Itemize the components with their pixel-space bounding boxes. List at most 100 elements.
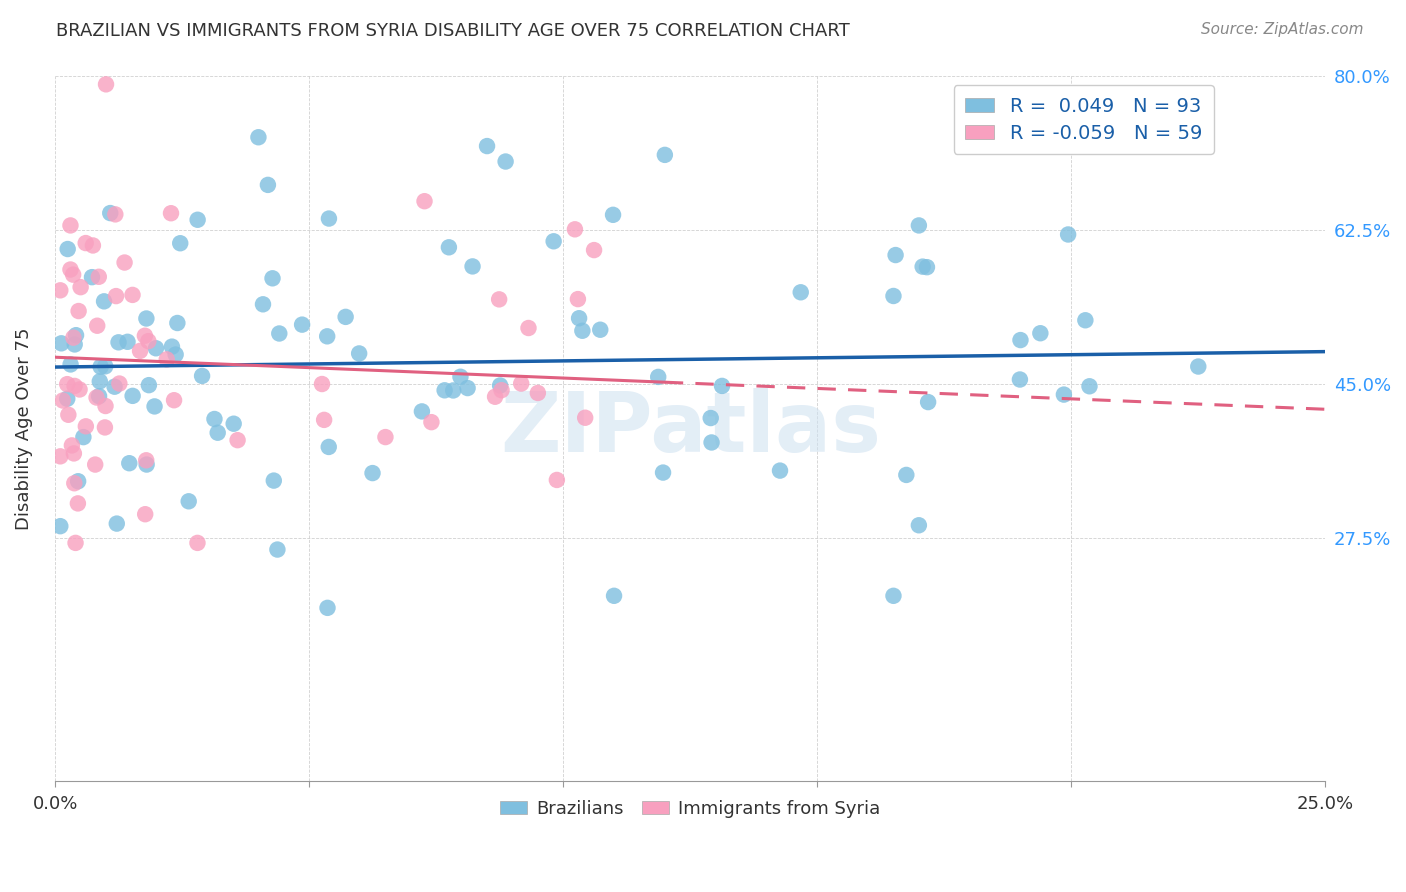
Point bbox=[252, 297, 274, 311]
Point bbox=[63, 446, 86, 460]
Point bbox=[1057, 227, 1080, 242]
Point bbox=[72, 430, 94, 444]
Point bbox=[62, 331, 84, 345]
Point bbox=[49, 450, 72, 464]
Point bbox=[103, 380, 125, 394]
Point bbox=[104, 207, 127, 221]
Point bbox=[86, 318, 108, 333]
Point bbox=[56, 242, 79, 256]
Point bbox=[222, 417, 245, 431]
Point bbox=[441, 384, 464, 398]
Point bbox=[191, 368, 214, 383]
Point bbox=[49, 283, 72, 297]
Point bbox=[291, 318, 314, 332]
Point bbox=[316, 600, 339, 615]
Point bbox=[94, 420, 117, 434]
Point bbox=[1078, 379, 1101, 393]
Point bbox=[437, 240, 460, 254]
Point bbox=[87, 269, 110, 284]
Point bbox=[52, 393, 75, 408]
Legend: Brazilians, Immigrants from Syria: Brazilians, Immigrants from Syria bbox=[494, 792, 887, 825]
Point bbox=[66, 496, 89, 510]
Point bbox=[56, 377, 79, 392]
Point bbox=[1008, 372, 1031, 386]
Point bbox=[247, 130, 270, 145]
Point bbox=[121, 288, 143, 302]
Point bbox=[82, 238, 104, 252]
Point bbox=[135, 311, 157, 326]
Point bbox=[567, 292, 589, 306]
Point bbox=[1074, 313, 1097, 327]
Point bbox=[87, 389, 110, 403]
Point bbox=[420, 415, 443, 429]
Point bbox=[882, 589, 904, 603]
Point bbox=[491, 383, 513, 397]
Point bbox=[603, 589, 626, 603]
Point bbox=[165, 347, 187, 361]
Point bbox=[84, 458, 107, 472]
Point bbox=[187, 212, 209, 227]
Point bbox=[60, 438, 83, 452]
Point bbox=[98, 206, 121, 220]
Point bbox=[564, 222, 586, 236]
Point bbox=[93, 294, 115, 309]
Point bbox=[574, 410, 596, 425]
Point bbox=[207, 425, 229, 440]
Point bbox=[510, 376, 533, 391]
Point bbox=[135, 458, 157, 472]
Point bbox=[62, 268, 84, 282]
Point bbox=[134, 507, 156, 521]
Point bbox=[896, 467, 918, 482]
Point bbox=[461, 260, 484, 274]
Point bbox=[107, 335, 129, 350]
Point bbox=[484, 390, 506, 404]
Point bbox=[790, 285, 813, 300]
Point bbox=[647, 370, 669, 384]
Point bbox=[699, 411, 721, 425]
Point bbox=[105, 516, 128, 531]
Point bbox=[94, 399, 117, 413]
Point bbox=[546, 473, 568, 487]
Point bbox=[56, 392, 79, 406]
Point bbox=[917, 395, 939, 409]
Point bbox=[654, 148, 676, 162]
Point bbox=[318, 211, 340, 226]
Point bbox=[489, 378, 512, 392]
Point bbox=[177, 494, 200, 508]
Point bbox=[602, 208, 624, 222]
Point bbox=[160, 206, 183, 220]
Point bbox=[63, 476, 86, 491]
Point bbox=[94, 78, 117, 92]
Point bbox=[449, 369, 471, 384]
Point bbox=[105, 289, 128, 303]
Point bbox=[69, 280, 91, 294]
Point bbox=[711, 379, 734, 393]
Point bbox=[571, 324, 593, 338]
Text: BRAZILIAN VS IMMIGRANTS FROM SYRIA DISABILITY AGE OVER 75 CORRELATION CHART: BRAZILIAN VS IMMIGRANTS FROM SYRIA DISAB… bbox=[56, 22, 851, 40]
Point bbox=[311, 377, 333, 392]
Point bbox=[884, 248, 907, 262]
Point bbox=[700, 435, 723, 450]
Text: Source: ZipAtlas.com: Source: ZipAtlas.com bbox=[1201, 22, 1364, 37]
Point bbox=[186, 536, 208, 550]
Point bbox=[114, 255, 136, 269]
Point bbox=[49, 519, 72, 533]
Point bbox=[51, 336, 73, 351]
Point bbox=[411, 404, 433, 418]
Point bbox=[138, 378, 160, 392]
Point bbox=[59, 219, 82, 233]
Text: ZIPatlas: ZIPatlas bbox=[499, 388, 880, 469]
Point bbox=[143, 400, 166, 414]
Point bbox=[59, 262, 82, 277]
Point bbox=[361, 466, 384, 480]
Point bbox=[63, 379, 86, 393]
Y-axis label: Disability Age Over 75: Disability Age Over 75 bbox=[15, 327, 32, 530]
Point bbox=[90, 359, 112, 374]
Point bbox=[769, 464, 792, 478]
Point bbox=[908, 518, 931, 533]
Point bbox=[652, 466, 675, 480]
Point bbox=[543, 235, 565, 249]
Point bbox=[488, 293, 510, 307]
Point bbox=[1010, 333, 1032, 347]
Point bbox=[163, 393, 186, 408]
